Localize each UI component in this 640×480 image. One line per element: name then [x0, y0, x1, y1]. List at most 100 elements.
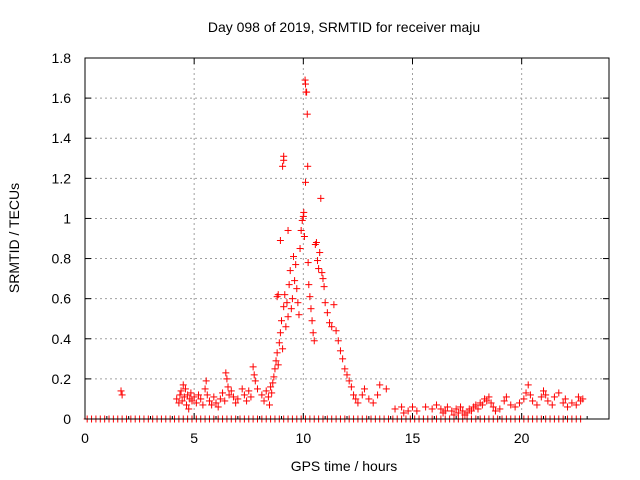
data-point	[336, 347, 344, 355]
data-point	[245, 387, 253, 395]
data-point	[288, 295, 296, 303]
data-point	[520, 395, 528, 403]
data-point	[457, 403, 465, 411]
data-point	[500, 397, 508, 405]
data-point	[302, 80, 310, 88]
data-point	[290, 253, 298, 261]
data-point	[250, 371, 258, 379]
data-point	[179, 381, 187, 389]
data-point	[533, 401, 541, 409]
x-tick-label: 20	[514, 430, 530, 446]
plot-frame	[84, 57, 610, 420]
data-point	[276, 237, 284, 245]
data-point	[238, 385, 246, 393]
data-point	[280, 303, 288, 311]
data-point	[489, 403, 497, 411]
data-point	[437, 405, 445, 413]
data-point	[515, 399, 523, 407]
data-point	[283, 299, 291, 307]
data-point	[270, 373, 278, 381]
data-point	[454, 409, 462, 417]
data-point	[178, 397, 186, 405]
grid-lines	[85, 58, 609, 419]
y-axis-label: SRMTID / TECUs	[6, 183, 22, 293]
data-point	[318, 269, 326, 277]
data-point	[422, 403, 430, 411]
data-point	[187, 389, 195, 397]
data-point	[524, 381, 532, 389]
data-point	[274, 361, 282, 369]
data-point	[305, 281, 313, 289]
data-point	[443, 403, 451, 411]
data-point	[350, 391, 358, 399]
data-point	[293, 285, 301, 293]
data-point	[118, 391, 126, 399]
data-point	[214, 403, 222, 411]
data-point	[247, 393, 255, 401]
data-point	[542, 391, 550, 399]
data-point	[281, 291, 289, 299]
data-point	[467, 407, 475, 415]
data-point	[272, 357, 280, 365]
data-point	[391, 405, 399, 413]
data-point	[352, 395, 360, 403]
data-point	[502, 393, 510, 401]
data-point	[306, 293, 314, 301]
data-point	[474, 405, 482, 413]
data-point	[365, 395, 373, 403]
data-point	[297, 226, 305, 234]
data-point	[224, 383, 232, 391]
data-point	[243, 397, 251, 405]
data-point	[511, 403, 519, 411]
data-point	[568, 399, 576, 407]
data-point	[312, 239, 320, 247]
data-point	[317, 194, 325, 202]
data-point	[343, 371, 351, 379]
data-point	[304, 162, 312, 170]
data-point	[537, 393, 545, 401]
data-point	[273, 349, 281, 357]
y-tick-label: 1	[63, 210, 71, 226]
data-point	[205, 397, 213, 405]
y-tick-label: 0.2	[52, 371, 72, 387]
data-point	[478, 401, 486, 409]
data-point	[176, 391, 184, 399]
data-point	[286, 267, 294, 275]
data-point	[229, 393, 237, 401]
data-point	[282, 323, 290, 331]
data-point	[485, 393, 493, 401]
x-tick-label: 15	[405, 430, 421, 446]
data-point	[564, 403, 572, 411]
data-point	[463, 409, 471, 417]
data-point	[409, 403, 416, 411]
chart-title: Day 098 of 2019, SRMTID for receiver maj…	[208, 19, 480, 35]
data-point	[181, 385, 189, 393]
data-point	[376, 381, 384, 389]
data-point	[360, 385, 368, 393]
data-point	[173, 395, 181, 403]
data-point	[540, 387, 547, 395]
data-point	[330, 301, 338, 309]
data-point	[275, 339, 283, 347]
data-point	[345, 377, 353, 385]
data-point	[555, 389, 563, 397]
data-point	[579, 395, 587, 403]
data-point	[316, 249, 324, 257]
data-point	[341, 365, 349, 373]
data-point	[300, 232, 308, 240]
y-tick-label: 1.8	[52, 50, 72, 66]
data-point	[183, 401, 191, 409]
data-point	[262, 387, 270, 395]
data-point	[269, 379, 277, 387]
y-tick-label: 1.6	[52, 90, 72, 106]
x-axis-label: GPS time / hours	[291, 458, 398, 474]
data-point	[404, 407, 412, 415]
data-point	[572, 401, 580, 409]
data-point	[199, 401, 207, 409]
data-point	[216, 395, 224, 403]
data-point	[369, 399, 377, 407]
data-point	[279, 162, 287, 170]
y-tick-label: 0.6	[52, 291, 72, 307]
y-tick-labels: 0 0.2 0.4 0.6 0.8 1 1.2 1.4 1.6 1.8	[52, 50, 72, 427]
